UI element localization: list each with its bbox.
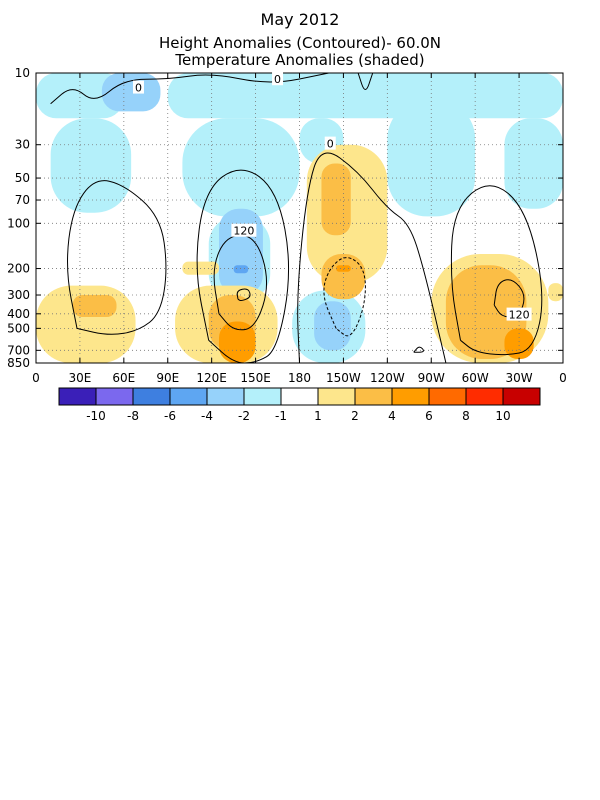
contour-label: 0 [327, 138, 334, 151]
contour-2 [67, 180, 167, 335]
shaded-region-7 [218, 208, 263, 296]
colorbar-swatch-5 [243, 387, 282, 406]
shaded-region-13 [504, 118, 563, 209]
y-tick-label: 850 [7, 356, 30, 370]
x-tick-label: 30W [506, 371, 533, 385]
shaded-region-0 [36, 73, 124, 119]
contour-7 [323, 257, 366, 337]
colorbar-swatch-12 [502, 387, 541, 406]
shaded-region-18 [218, 321, 256, 363]
y-tick-label: 700 [7, 343, 30, 357]
colorbar-swatch-7 [317, 387, 356, 406]
colorbar-swatch-11 [465, 387, 504, 406]
colorbar-swatch-3 [169, 387, 208, 406]
shaded-region-23 [336, 265, 351, 272]
y-tick-label: 50 [15, 171, 30, 185]
contour-1 [357, 73, 374, 90]
colorbar-label: 2 [351, 409, 359, 423]
y-tick-label: 70 [15, 193, 30, 207]
y-tick-label: 100 [7, 216, 30, 230]
colorbar-label: -1 [275, 409, 287, 423]
x-tick-label: 60E [112, 371, 135, 385]
shaded-region-22 [321, 253, 366, 300]
temperature-anomaly-shading [36, 73, 563, 363]
contour-label-bg-1 [272, 72, 284, 86]
x-tick-label: 0 [32, 371, 40, 385]
contour-6 [297, 152, 447, 363]
shaded-region-2 [101, 73, 161, 112]
grid-lines [36, 73, 563, 363]
x-tick-label: 150W [326, 371, 361, 385]
shaded-region-11 [314, 301, 351, 351]
colorbar-label: -2 [238, 409, 250, 423]
colorbar-swatch-2 [132, 387, 171, 406]
colorbar-swatch-9 [391, 387, 430, 406]
shaded-region-4 [50, 118, 132, 213]
contour-label: 0 [135, 82, 142, 95]
x-tick-label: 90E [156, 371, 179, 385]
contour-0 [50, 73, 329, 105]
contour-label-bg-0 [132, 80, 144, 94]
colorbar-label: -6 [164, 409, 176, 423]
colorbar-label: 10 [495, 409, 510, 423]
colorbar-label: -10 [86, 409, 106, 423]
x-tick-label: 30E [68, 371, 91, 385]
colorbar-label: 4 [388, 409, 396, 423]
colorbar: -10 -8 -6 -4 -2 -1 1 2 4 6 8 10 [58, 387, 541, 423]
x-tick-label: 150E [240, 371, 271, 385]
chart-title: May 2012 [260, 10, 340, 29]
x-tick-label: 60W [462, 371, 489, 385]
x-tick-label: 0 [559, 371, 567, 385]
colorbar-label: 8 [462, 409, 470, 423]
shaded-region-1 [167, 73, 563, 119]
shaded-region-26 [504, 328, 534, 360]
x-tick-label: 120E [196, 371, 227, 385]
shaded-region-21 [321, 163, 351, 236]
contour-labels: 0 0 0 120 120 [132, 72, 532, 322]
colorbar-swatch-1 [95, 387, 134, 406]
contour-label-bg-3 [231, 223, 257, 237]
shaded-region-15 [72, 295, 117, 317]
colorbar-label: 1 [314, 409, 322, 423]
contour-label: 120 [233, 225, 254, 238]
contour-label-bg-4 [506, 307, 532, 321]
contour-label: 0 [274, 73, 281, 86]
y-tick-label: 200 [7, 262, 30, 276]
colorbar-label: -4 [201, 409, 213, 423]
y-tick-label: 500 [7, 321, 30, 335]
contour-8 [450, 185, 543, 356]
chart-subtitle-temperature: Temperature Anomalies (shaded) [175, 51, 425, 69]
contour-label-bg-2 [324, 136, 336, 150]
contour-4 [213, 234, 268, 331]
contour-5 [236, 288, 251, 302]
x-tick-label: 180 [288, 371, 311, 385]
y-tick-label: 400 [7, 307, 30, 321]
y-tick-label: 30 [15, 138, 30, 152]
contour-10 [413, 346, 424, 353]
colorbar-label: -8 [127, 409, 139, 423]
x-tick-label: 120W [370, 371, 405, 385]
x-axis: 0 30E 60E 90E 120E 150E 180 150W 120W 90W 60W 30W 0 [32, 73, 567, 385]
colorbar-swatch-8 [354, 387, 393, 406]
contour-label: 120 [509, 309, 530, 322]
y-tick-label: 300 [7, 288, 30, 302]
shaded-region-8 [233, 265, 249, 274]
shaded-region-27 [548, 283, 563, 302]
x-tick-label: 90W [418, 371, 445, 385]
contour-3 [196, 169, 290, 363]
y-tick-label: 10 [15, 66, 30, 80]
colorbar-swatch-4 [206, 387, 245, 406]
colorbar-label: 6 [425, 409, 433, 423]
shaded-region-5 [182, 118, 300, 217]
colorbar-swatch-0 [58, 387, 97, 406]
chart-subtitle-height: Height Anomalies (Contoured)- 60.0N [158, 34, 442, 52]
colorbar-swatch-10 [428, 387, 467, 406]
colorbar-swatch-6 [280, 387, 319, 406]
